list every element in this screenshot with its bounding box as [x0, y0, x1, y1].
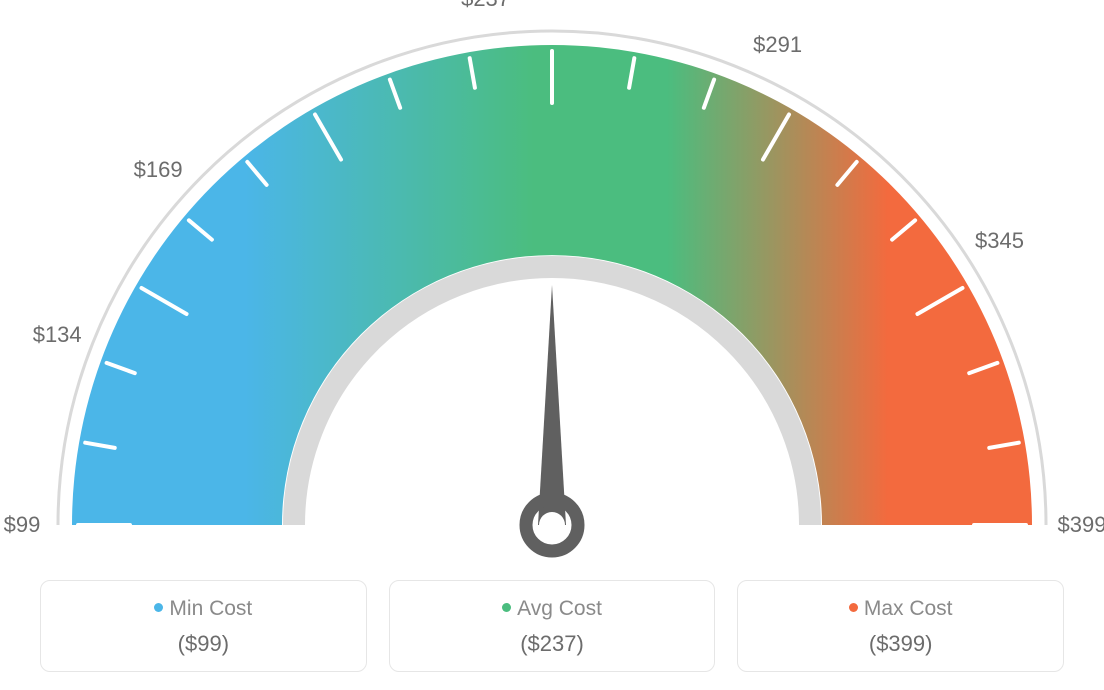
- min-cost-card: Min Cost ($99): [40, 580, 367, 672]
- max-cost-title: Max Cost: [748, 597, 1053, 621]
- max-cost-card: Max Cost ($399): [737, 580, 1064, 672]
- gauge-tick-label: $169: [134, 157, 183, 183]
- gauge-tick-label: $399: [1058, 512, 1104, 538]
- gauge-tick-label: $345: [975, 228, 1024, 254]
- min-dot-icon: [154, 603, 163, 612]
- avg-cost-card: Avg Cost ($237): [389, 580, 716, 672]
- cost-summary-cards: Min Cost ($99) Avg Cost ($237) Max Cost …: [0, 580, 1104, 672]
- avg-cost-title-text: Avg Cost: [517, 597, 602, 620]
- min-cost-value: ($99): [51, 631, 356, 657]
- avg-dot-icon: [502, 603, 511, 612]
- gauge-svg: [0, 0, 1104, 560]
- max-dot-icon: [849, 603, 858, 612]
- avg-cost-value: ($237): [400, 631, 705, 657]
- avg-cost-title: Avg Cost: [400, 597, 705, 621]
- gauge-tick-label: $237: [461, 0, 510, 12]
- min-cost-title-text: Min Cost: [169, 597, 252, 620]
- gauge-tick-label: $99: [4, 512, 41, 538]
- gauge-tick-label: $291: [753, 32, 802, 58]
- cost-gauge: $99 $134 $169 $237 $291 $345 $399: [0, 0, 1104, 560]
- gauge-tick-label: $134: [33, 322, 82, 348]
- min-cost-title: Min Cost: [51, 597, 356, 621]
- max-cost-title-text: Max Cost: [864, 597, 953, 620]
- max-cost-value: ($399): [748, 631, 1053, 657]
